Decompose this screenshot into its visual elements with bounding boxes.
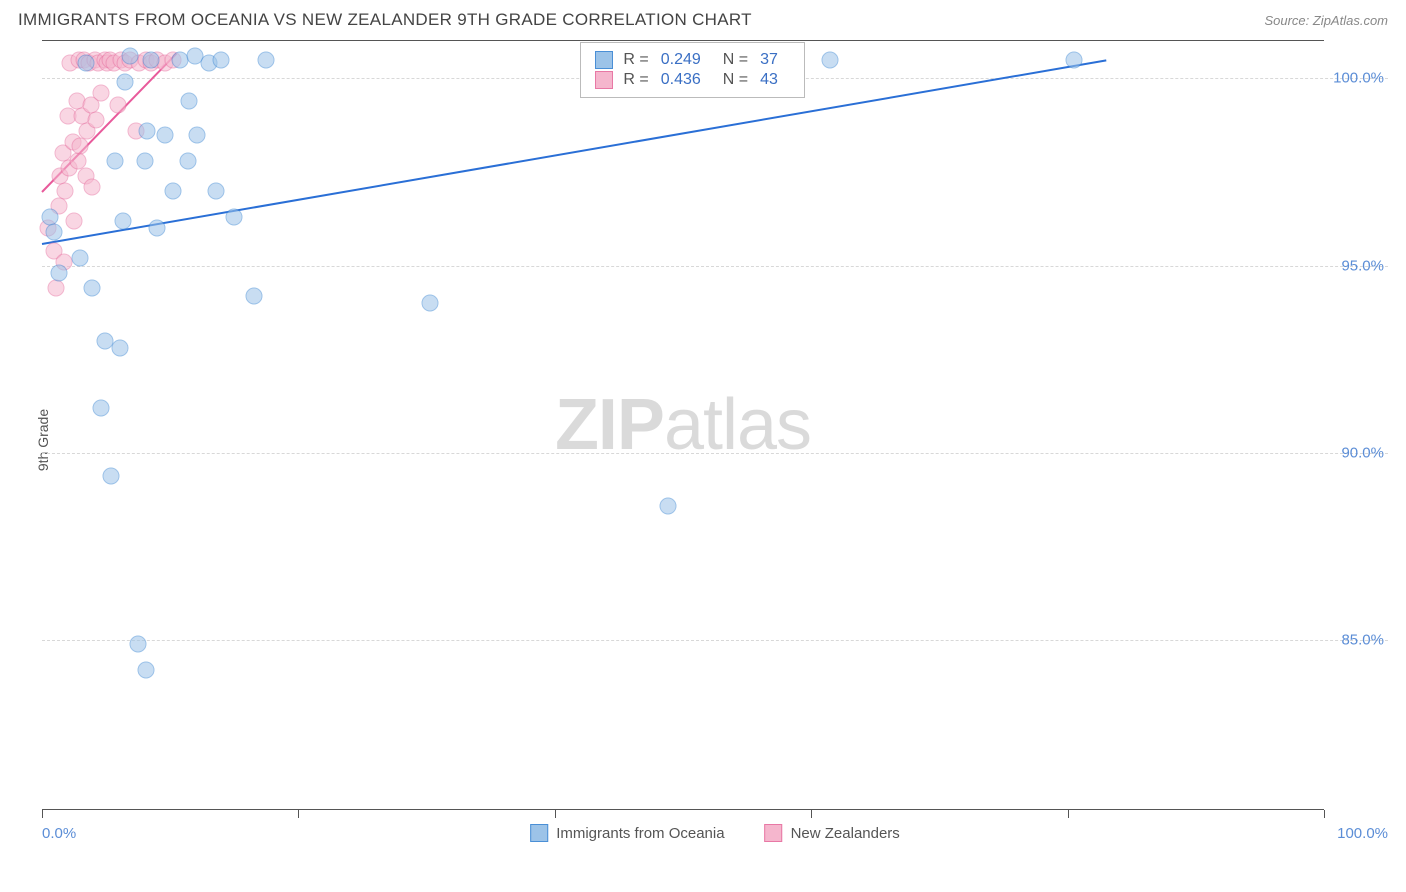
data-point-blue (122, 47, 139, 64)
data-point-pink (48, 280, 65, 297)
data-point-blue (83, 280, 100, 297)
y-tick-label: 100.0% (1333, 70, 1384, 87)
source-label: Source: ZipAtlas.com (1264, 13, 1388, 28)
data-point-blue (139, 122, 156, 139)
legend-top: R = 0.249 N = 37 R = 0.436 N = 43 (580, 42, 805, 98)
data-point-blue (92, 400, 109, 417)
data-point-blue (112, 340, 129, 357)
data-point-blue (213, 51, 230, 68)
x-axis-label-max: 100.0% (1337, 825, 1388, 842)
data-point-pink (72, 137, 89, 154)
data-point-pink (109, 96, 126, 113)
data-point-blue (1066, 51, 1083, 68)
header: IMMIGRANTS FROM OCEANIA VS NEW ZEALANDER… (0, 0, 1406, 36)
data-point-blue (142, 51, 159, 68)
swatch-pink (765, 824, 783, 842)
stat-r-pink: 0.436 (661, 71, 701, 89)
data-point-blue (245, 287, 262, 304)
y-tick-label: 95.0% (1341, 257, 1384, 274)
data-point-blue (137, 662, 154, 679)
legend-row-blue: R = 0.249 N = 37 (595, 51, 790, 69)
gridline (42, 453, 1388, 454)
data-point-pink (87, 111, 104, 128)
x-tick (555, 810, 556, 818)
data-point-blue (226, 209, 243, 226)
data-point-blue (107, 152, 124, 169)
x-tick (1324, 810, 1325, 818)
stat-r-blue: 0.249 (661, 51, 701, 69)
data-point-blue (45, 224, 62, 241)
y-tick-label: 90.0% (1341, 445, 1384, 462)
x-tick (1068, 810, 1069, 818)
data-point-blue (114, 212, 131, 229)
stat-n-pink: 43 (760, 71, 778, 89)
plot-area: ZIPatlas 85.0%90.0%95.0%100.0% (42, 40, 1324, 810)
stat-r-label: R = (623, 51, 648, 69)
stat-n-label: N = (723, 71, 748, 89)
data-point-blue (180, 152, 197, 169)
x-axis-ticks (42, 810, 1324, 818)
legend-item-pink: New Zealanders (765, 824, 900, 842)
data-point-blue (130, 636, 147, 653)
data-point-pink (83, 179, 100, 196)
stat-n-label: N = (723, 51, 748, 69)
data-point-blue (208, 182, 225, 199)
legend-label-blue: Immigrants from Oceania (556, 825, 724, 842)
data-point-blue (149, 220, 166, 237)
legend-row-pink: R = 0.436 N = 43 (595, 71, 790, 89)
legend-bottom: Immigrants from Oceania New Zealanders (530, 824, 900, 842)
stat-r-label: R = (623, 71, 648, 89)
y-tick-label: 85.0% (1341, 632, 1384, 649)
data-point-blue (136, 152, 153, 169)
stat-n-blue: 37 (760, 51, 778, 69)
legend-label-pink: New Zealanders (791, 825, 900, 842)
data-point-blue (181, 92, 198, 109)
gridline (42, 266, 1388, 267)
data-point-pink (66, 212, 83, 229)
chart-title: IMMIGRANTS FROM OCEANIA VS NEW ZEALANDER… (18, 10, 752, 30)
swatch-blue (595, 51, 613, 69)
x-tick (298, 810, 299, 818)
data-point-blue (77, 55, 94, 72)
data-point-blue (258, 51, 275, 68)
x-tick (42, 810, 43, 818)
chart-container: 9th Grade ZIPatlas 85.0%90.0%95.0%100.0%… (42, 40, 1388, 840)
data-point-blue (72, 250, 89, 267)
x-axis-label-min: 0.0% (42, 825, 76, 842)
trendline-blue (42, 60, 1106, 246)
swatch-blue (530, 824, 548, 842)
data-point-blue (117, 74, 134, 91)
data-point-blue (157, 126, 174, 143)
data-point-pink (92, 85, 109, 102)
data-point-blue (50, 265, 67, 282)
swatch-pink (595, 71, 613, 89)
data-point-pink (57, 182, 74, 199)
data-point-blue (659, 497, 676, 514)
gridline (42, 640, 1388, 641)
data-point-blue (822, 51, 839, 68)
data-point-blue (103, 467, 120, 484)
data-point-blue (189, 126, 206, 143)
legend-item-blue: Immigrants from Oceania (530, 824, 724, 842)
data-point-blue (422, 295, 439, 312)
x-tick (811, 810, 812, 818)
data-point-blue (164, 182, 181, 199)
